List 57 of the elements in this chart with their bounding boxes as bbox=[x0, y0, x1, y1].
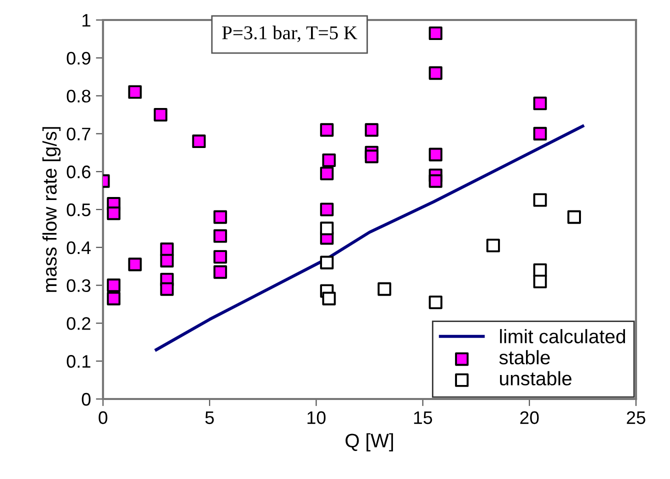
point bbox=[567, 210, 581, 224]
y-tick-label: 0.1 bbox=[66, 355, 90, 368]
point bbox=[213, 229, 228, 243]
point bbox=[213, 210, 228, 224]
x-tick-label: 25 bbox=[626, 411, 646, 424]
point bbox=[428, 174, 442, 188]
x-tick-label: 5 bbox=[205, 411, 214, 424]
point bbox=[154, 108, 168, 122]
point bbox=[364, 123, 378, 137]
legend-label: limit calculated bbox=[500, 329, 626, 344]
y-tick-label: 1 bbox=[82, 14, 90, 27]
point bbox=[160, 282, 174, 296]
annotation: P=3.1 bar, T=5 K bbox=[222, 26, 358, 42]
point bbox=[106, 292, 120, 306]
point bbox=[378, 282, 392, 296]
x-tick-label: 15 bbox=[414, 411, 432, 424]
point bbox=[533, 126, 547, 140]
y-tick-label: 0.3 bbox=[66, 279, 90, 292]
point bbox=[160, 254, 174, 268]
point bbox=[128, 258, 142, 272]
point bbox=[428, 296, 442, 310]
x-tick-label: 10 bbox=[308, 411, 326, 424]
point bbox=[320, 256, 334, 270]
x-axis-title: Q [W] bbox=[346, 433, 393, 452]
point bbox=[322, 153, 336, 168]
point bbox=[533, 193, 547, 207]
point bbox=[320, 166, 334, 180]
point bbox=[428, 26, 442, 40]
point bbox=[533, 96, 547, 110]
point bbox=[106, 278, 120, 292]
point bbox=[364, 150, 378, 164]
y-tick-label: 0.9 bbox=[66, 52, 90, 65]
y-tick-label: 0.2 bbox=[66, 317, 90, 330]
y-tick-label: 0.6 bbox=[66, 166, 90, 178]
y-tick-label: 0.5 bbox=[66, 203, 90, 216]
y-axis-title: mass flow rate [g/s] bbox=[42, 127, 61, 292]
y-tick-label: 0.7 bbox=[66, 128, 90, 140]
y-tick-label: 0.4 bbox=[66, 241, 91, 254]
point bbox=[106, 206, 120, 220]
point bbox=[428, 66, 442, 80]
point bbox=[320, 123, 334, 137]
point bbox=[320, 222, 334, 236]
point bbox=[428, 148, 442, 162]
point bbox=[486, 238, 500, 252]
point bbox=[213, 265, 228, 279]
point bbox=[128, 85, 142, 99]
point bbox=[322, 292, 336, 306]
y-tick-label: 0 bbox=[82, 392, 90, 406]
point bbox=[192, 134, 206, 148]
point bbox=[213, 250, 228, 264]
legend-label: unstable bbox=[500, 371, 572, 386]
point bbox=[320, 202, 334, 216]
x-tick-label: 0 bbox=[98, 411, 108, 424]
point bbox=[533, 274, 547, 288]
y-tick-label: 0.8 bbox=[66, 90, 90, 103]
legend-label: stable bbox=[499, 350, 550, 364]
x-tick-label: 20 bbox=[520, 411, 539, 424]
